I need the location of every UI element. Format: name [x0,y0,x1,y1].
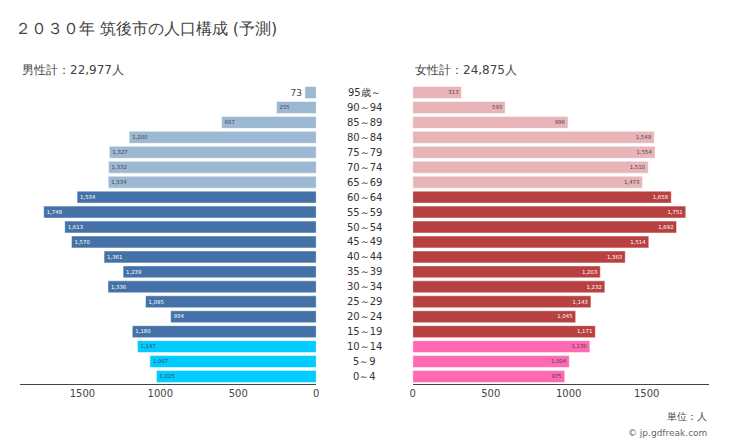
svg-text:1,004: 1,004 [551,358,567,364]
svg-text:女性計：24,875人: 女性計：24,875人 [415,63,517,77]
svg-text:85～89: 85～89 [347,117,382,128]
svg-text:1,203: 1,203 [582,269,597,275]
svg-text:1,510: 1,510 [630,164,646,170]
svg-text:1,473: 1,473 [624,179,639,185]
svg-text:1,171: 1,171 [577,328,592,334]
svg-text:1,534: 1,534 [80,194,96,200]
svg-text:1,045: 1,045 [557,313,572,319]
svg-text:65～69: 65～69 [347,177,382,188]
svg-text:607: 607 [225,119,235,125]
svg-text:1,549: 1,549 [636,134,652,140]
svg-text:73: 73 [290,88,301,98]
svg-text:1,334: 1,334 [111,179,127,185]
svg-text:0: 0 [313,388,319,399]
svg-text:単位：人: 単位：人 [667,411,707,422]
svg-text:500: 500 [481,388,500,399]
svg-text:30～34: 30～34 [347,281,382,292]
svg-text:0: 0 [410,388,416,399]
svg-text:1,613: 1,613 [68,224,83,230]
svg-text:80～84: 80～84 [347,132,382,143]
svg-text:男性計：22,977人: 男性計：22,977人 [22,63,124,77]
svg-text:20～24: 20～24 [347,311,382,322]
svg-text:© jp.gdfreak.com: © jp.gdfreak.com [628,428,707,438]
svg-text:996: 996 [555,119,566,125]
svg-text:1000: 1000 [556,388,581,399]
svg-text:35～39: 35～39 [347,266,382,277]
svg-text:50～54: 50～54 [347,222,382,233]
svg-text:1,143: 1,143 [573,299,588,305]
svg-text:15～19: 15～19 [347,326,382,337]
svg-text:1,095: 1,095 [149,299,164,305]
svg-text:90～94: 90～94 [347,102,382,113]
svg-text:1,570: 1,570 [74,239,90,245]
svg-text:593: 593 [492,104,502,110]
svg-text:1,751: 1,751 [667,209,682,215]
svg-text:975: 975 [552,373,562,379]
svg-text:1,692: 1,692 [658,224,673,230]
svg-text:1000: 1000 [148,388,173,399]
svg-text:313: 313 [448,89,458,95]
svg-text:1,361: 1,361 [107,254,122,260]
svg-text:500: 500 [229,388,248,399]
svg-text:25～29: 25～29 [347,296,382,307]
svg-text:1,514: 1,514 [630,239,646,245]
svg-text:1,554: 1,554 [637,149,653,155]
svg-text:1,332: 1,332 [112,164,127,170]
svg-text:1,327: 1,327 [112,149,127,155]
svg-text:40～44: 40～44 [347,251,382,262]
svg-text:75～79: 75～79 [347,147,382,158]
svg-text:934: 934 [174,313,185,319]
svg-text:1500: 1500 [634,388,659,399]
svg-text:1,147: 1,147 [140,343,155,349]
svg-text:1,180: 1,180 [135,328,151,334]
svg-text:45～49: 45～49 [347,236,382,247]
svg-text:２０３０年 筑後市の人口構成 (予測): ２０３０年 筑後市の人口構成 (予測) [15,19,278,38]
svg-text:95歳～: 95歳～ [348,87,381,98]
svg-text:55～59: 55～59 [347,207,382,218]
svg-text:1,239: 1,239 [126,269,142,275]
svg-text:1,336: 1,336 [111,284,127,290]
svg-text:1,025: 1,025 [159,373,174,379]
svg-text:1,232: 1,232 [587,284,602,290]
svg-text:60～64: 60～64 [347,192,382,203]
svg-text:1,067: 1,067 [153,358,168,364]
svg-text:5～9: 5～9 [353,356,376,367]
svg-text:1500: 1500 [70,388,95,399]
svg-text:10～14: 10～14 [347,341,382,352]
svg-text:1,748: 1,748 [47,209,63,215]
svg-text:1,363: 1,363 [607,254,622,260]
svg-text:1,658: 1,658 [653,194,669,200]
svg-text:0～4: 0～4 [353,371,376,382]
svg-text:1,200: 1,200 [132,134,148,140]
svg-text:255: 255 [280,104,290,110]
svg-text:70～74: 70～74 [347,162,382,173]
svg-text:1,136: 1,136 [571,343,587,349]
